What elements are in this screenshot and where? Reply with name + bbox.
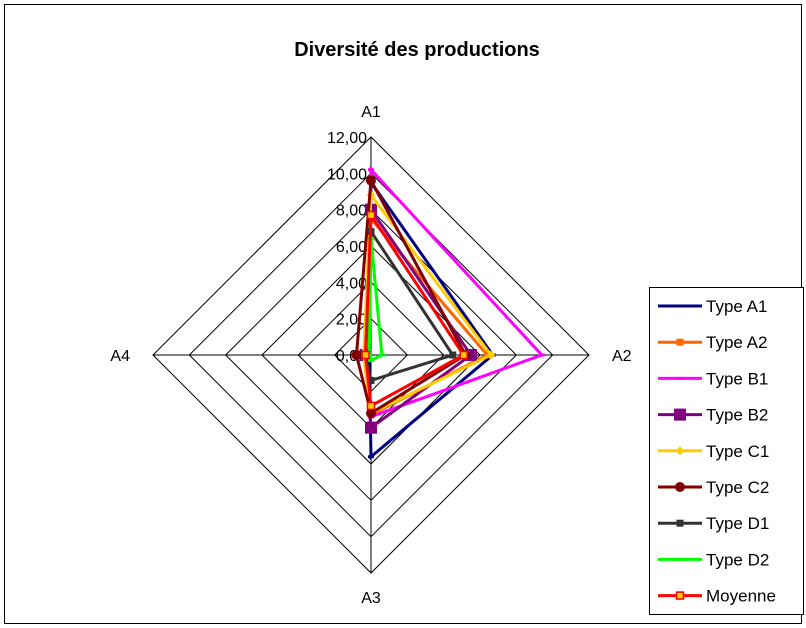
legend-entries: Type A1 Type A2 Type B1 Type B2 Type C1 Type … <box>658 297 776 606</box>
axis-label-a2: A2 <box>612 348 632 365</box>
series-marker <box>674 408 686 421</box>
legend-label: Moyenne <box>706 587 776 606</box>
tick-label: 8,00 <box>336 203 367 220</box>
series-marker <box>676 519 684 527</box>
legend-entry: Type D2 <box>658 550 769 569</box>
legend-label: Type C2 <box>706 478 769 497</box>
legend-label: Type D1 <box>706 514 769 533</box>
legend-entry: Moyenne <box>658 587 776 606</box>
series-marker <box>361 350 370 360</box>
legend-label: Type D2 <box>706 550 769 569</box>
series-marker <box>365 421 377 434</box>
legend-label: Type B1 <box>706 369 768 388</box>
series-marker <box>367 376 375 384</box>
legend-entry: Type A1 <box>658 297 767 316</box>
legend-label: Type B2 <box>706 406 768 425</box>
series-marker <box>366 210 376 220</box>
chart-area: Diversité des productions A1 A2 A3 A4 0,00 2… <box>4 4 804 624</box>
tick-label: 10,00 <box>327 166 367 183</box>
legend-label: Type A2 <box>706 333 767 352</box>
tick-label: 4,00 <box>336 275 367 292</box>
legend: Type A1 Type A2 Type B1 Type B2 Type C1 Type … <box>649 287 804 615</box>
tick-label: 6,00 <box>336 239 367 256</box>
series-marker <box>675 591 685 600</box>
legend-entry: Type C2 <box>658 478 769 497</box>
axis-labels: A1 A2 A3 A4 <box>110 104 631 607</box>
series-marker <box>351 350 362 360</box>
series-marker <box>459 350 468 360</box>
series-marker <box>449 351 457 359</box>
legend-entry: Type D1 <box>658 514 769 533</box>
series-marker <box>366 401 376 411</box>
series-marker <box>676 338 684 346</box>
series-layer <box>351 165 545 460</box>
legend-entry: Type B1 <box>658 369 768 388</box>
series-marker <box>366 408 376 419</box>
axis-label-a1: A1 <box>361 104 381 121</box>
series-marker <box>675 482 685 492</box>
tick-label: 12,00 <box>327 130 367 147</box>
series-marker <box>366 175 376 186</box>
series-marker <box>675 446 685 456</box>
legend-entry: Type B2 <box>658 406 768 425</box>
axis-label-a3: A3 <box>361 590 381 607</box>
legend-label: Type C1 <box>706 442 769 461</box>
chart-title: Diversité des productions <box>294 39 540 61</box>
legend-entry: Type C1 <box>658 442 769 461</box>
series-marker <box>486 350 496 360</box>
series-moyenne <box>361 210 468 411</box>
legend-label: Type A1 <box>706 297 767 316</box>
legend-entry: Type A2 <box>658 333 767 352</box>
axis-label-a4: A4 <box>110 348 130 365</box>
series-line <box>364 165 545 419</box>
tick-label: 2,00 <box>336 312 367 329</box>
